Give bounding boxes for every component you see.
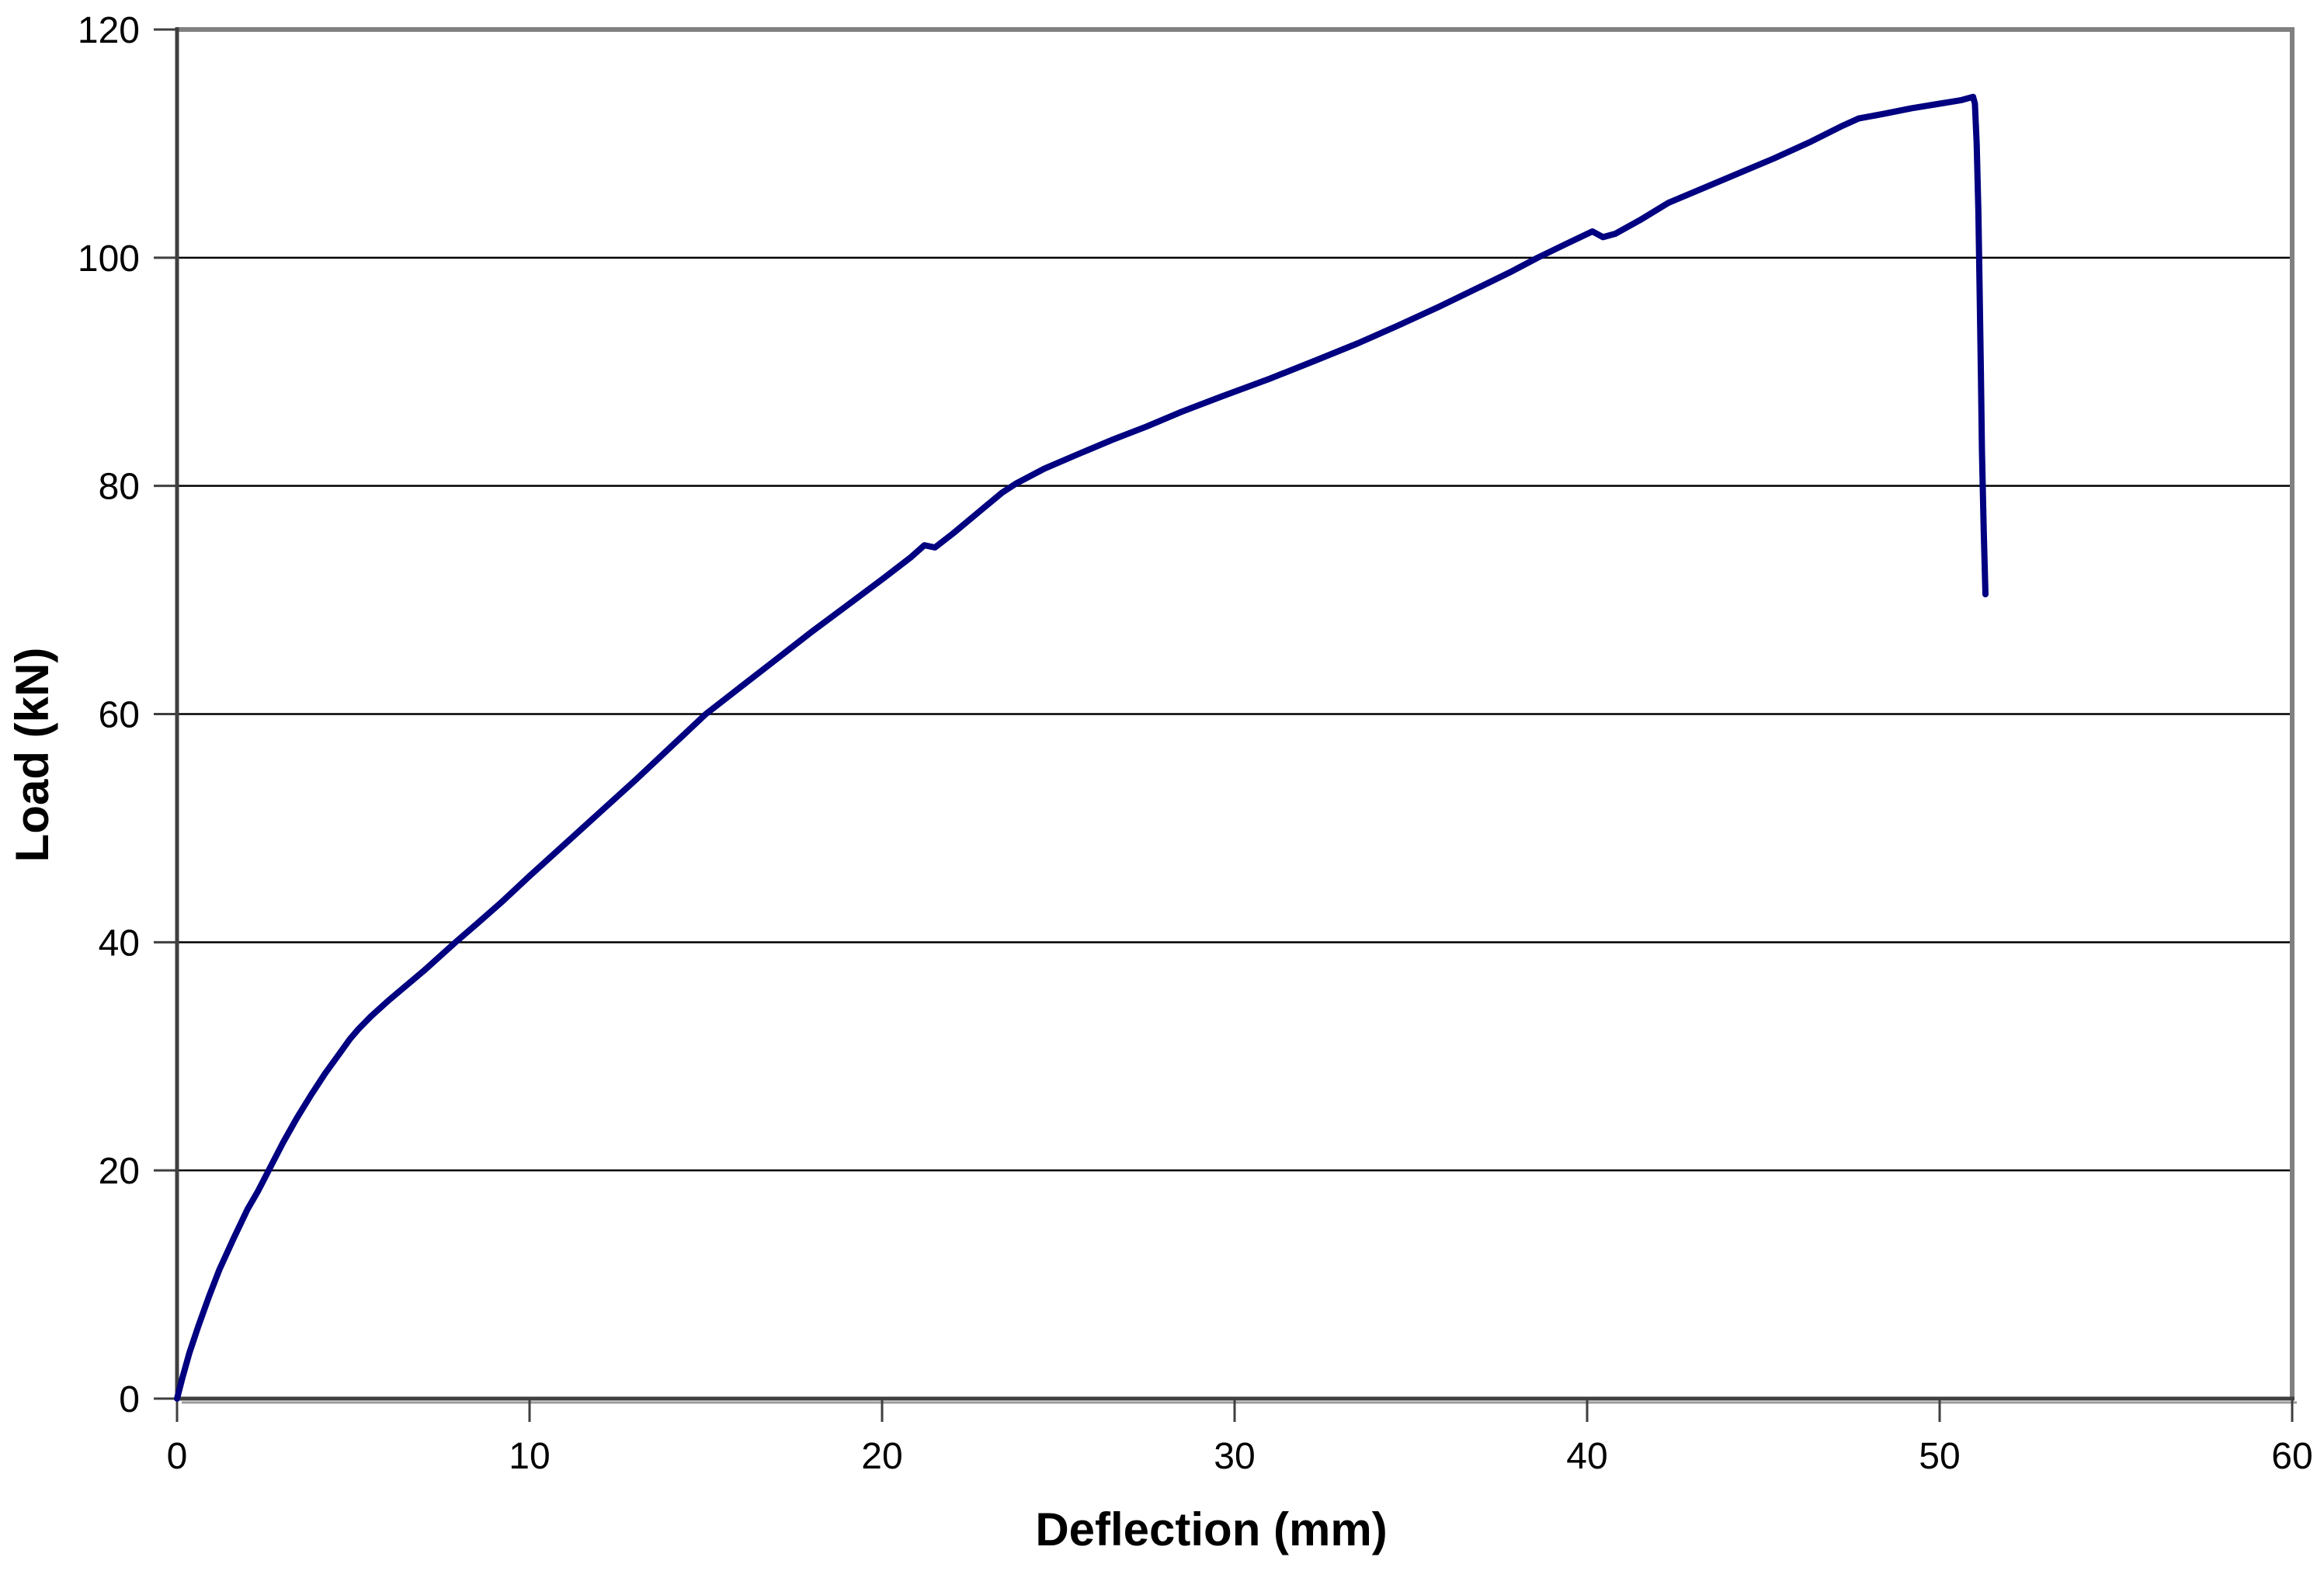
y-tick-label: 100 bbox=[78, 238, 140, 280]
x-tick-label: 50 bbox=[1919, 1436, 1960, 1477]
y-tick-label: 40 bbox=[99, 923, 140, 964]
y-tick-label: 60 bbox=[99, 695, 140, 736]
y-tick-label: 0 bbox=[119, 1379, 140, 1420]
series-line bbox=[174, 93, 1989, 1402]
y-tick-label: 20 bbox=[99, 1151, 140, 1192]
x-tick-label: 60 bbox=[2271, 1436, 2312, 1477]
plot-border bbox=[177, 27, 2294, 1399]
x-tick-label: 40 bbox=[1566, 1436, 1607, 1477]
x-tick-label: 20 bbox=[861, 1436, 902, 1477]
gridlines bbox=[177, 256, 2292, 1172]
series-group bbox=[174, 93, 1989, 1402]
tick-marks bbox=[154, 28, 2294, 1422]
x-tick-label: 0 bbox=[167, 1436, 188, 1477]
y-tick-label: 120 bbox=[78, 10, 140, 51]
y-axis-title: Load (kN) bbox=[6, 648, 58, 863]
x-axis-title: Deflection (mm) bbox=[1035, 1503, 1387, 1555]
x-tick-label: 30 bbox=[1214, 1436, 1255, 1477]
tick-labels: 0 10 20 30 40 50 60 0 20 40 60 80 100 120 bbox=[78, 10, 2313, 1477]
y-tick-label: 80 bbox=[99, 467, 140, 508]
x-tick-label: 10 bbox=[509, 1436, 550, 1477]
